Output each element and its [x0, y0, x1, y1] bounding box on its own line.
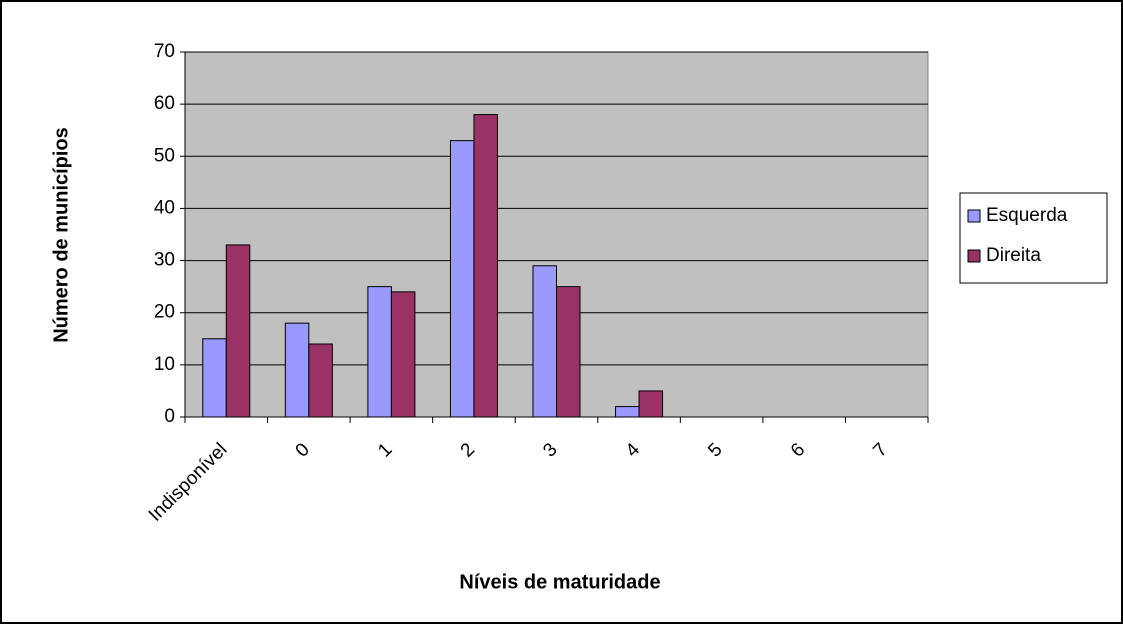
- legend-swatch: [967, 249, 981, 263]
- bar: [390, 291, 416, 418]
- y-tick-label: 60: [154, 93, 175, 114]
- bar: [367, 286, 392, 418]
- bar: [473, 114, 498, 418]
- bar: [638, 390, 664, 418]
- bar: [225, 244, 251, 418]
- legend-label: Esquerda: [986, 205, 1068, 226]
- bar: [284, 322, 310, 418]
- y-axis-title: Número de municípios: [50, 127, 72, 343]
- y-tick-label: 30: [154, 250, 175, 271]
- bar: [615, 406, 640, 418]
- x-axis-title: Níveis de maturidade: [459, 571, 660, 593]
- legend-box: [959, 192, 1108, 284]
- y-tick-label: 20: [154, 302, 175, 323]
- y-tick-label: 50: [154, 145, 175, 166]
- legend-swatch: [967, 209, 981, 223]
- bar: [532, 265, 557, 418]
- bar: [202, 338, 227, 418]
- bar: [556, 286, 581, 418]
- y-tick-label: 0: [164, 406, 175, 427]
- y-tick-label: 10: [154, 354, 175, 375]
- y-tick-label: 70: [154, 41, 175, 62]
- bar: [449, 140, 475, 418]
- bar: [308, 343, 333, 418]
- legend-label: Direita: [986, 245, 1041, 266]
- y-tick-label: 40: [154, 197, 175, 218]
